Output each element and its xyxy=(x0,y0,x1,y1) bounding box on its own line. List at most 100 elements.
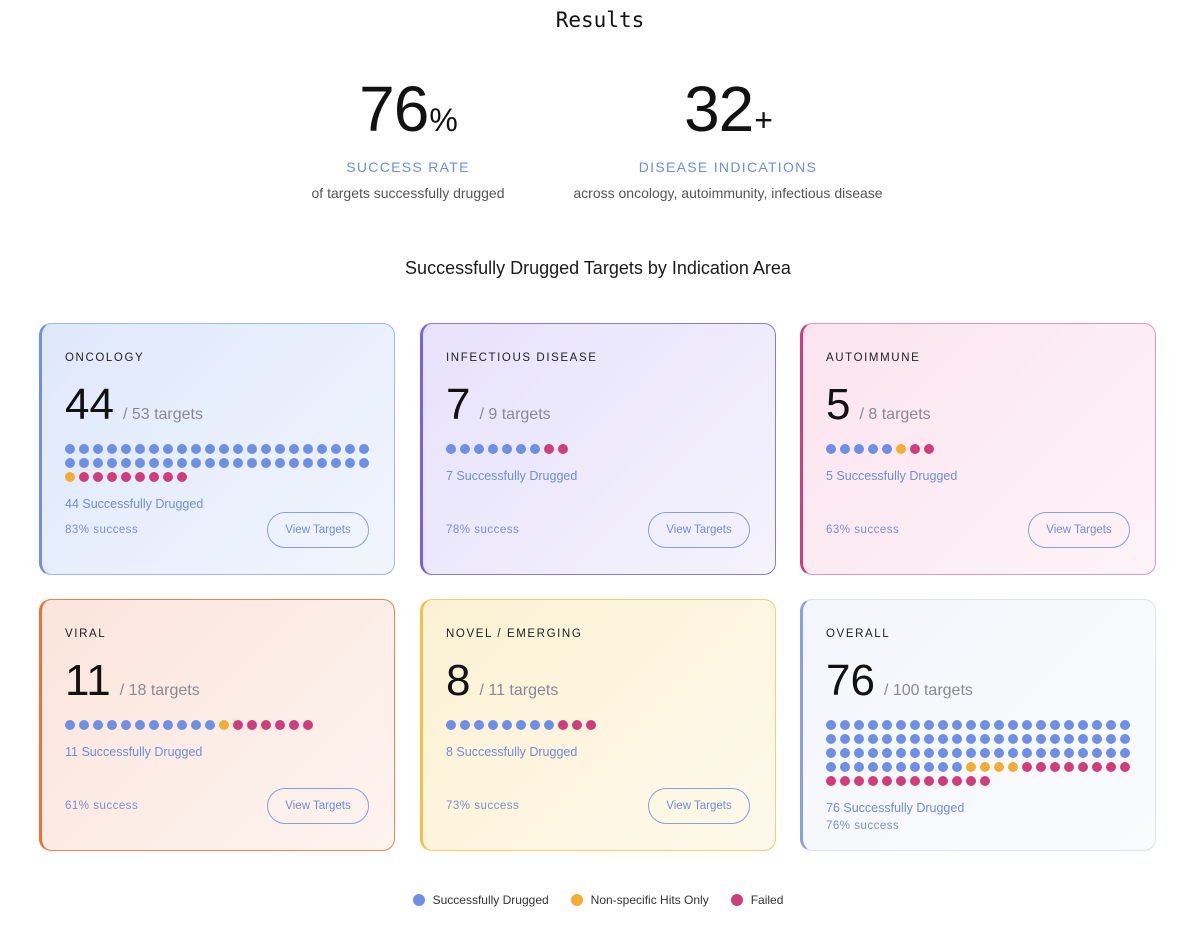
target-dots xyxy=(446,720,756,730)
view-targets-button[interactable]: View Targets xyxy=(267,512,369,548)
success-dot xyxy=(474,720,484,730)
success-dot xyxy=(502,720,512,730)
failed-dot xyxy=(1050,762,1060,772)
failed-dot xyxy=(938,776,948,786)
success-dot xyxy=(980,748,990,758)
success-dot xyxy=(1008,734,1018,744)
success-dot xyxy=(952,762,962,772)
success-dot xyxy=(882,720,892,730)
failed-dot xyxy=(826,776,836,786)
view-targets-button[interactable]: View Targets xyxy=(648,788,750,824)
success-dot xyxy=(233,444,243,454)
success-dot xyxy=(65,444,75,454)
page-title: Results xyxy=(555,8,645,32)
success-dot xyxy=(488,444,498,454)
disease-indications-desc: across oncology, autoimmunity, infectiou… xyxy=(573,185,883,201)
failed-dot xyxy=(1078,762,1088,772)
success-dot xyxy=(107,458,117,468)
success-dot xyxy=(868,444,878,454)
success-dot xyxy=(317,444,327,454)
success-dot xyxy=(952,720,962,730)
success-dot xyxy=(1106,720,1116,730)
legend-item-success: Successfully Drugged xyxy=(412,893,549,907)
view-targets-button[interactable]: View Targets xyxy=(1028,512,1130,548)
success-dot xyxy=(966,748,976,758)
success-dot xyxy=(163,458,173,468)
failed-dot xyxy=(121,472,131,482)
success-dot xyxy=(1120,734,1130,744)
card-oncology: ONCOLOGY 44 / 53 targets 44 Successfully … xyxy=(39,323,395,575)
failed-dot xyxy=(980,776,990,786)
failed-dot xyxy=(261,720,271,730)
success-dot xyxy=(924,734,934,744)
success-rate-desc: of targets successfully drugged xyxy=(311,185,505,201)
card-count: 5 xyxy=(826,380,851,429)
failed-dot xyxy=(275,720,285,730)
card-total: / 53 targets xyxy=(122,406,203,423)
success-dot xyxy=(121,444,131,454)
failed-dot xyxy=(854,776,864,786)
failed-dot xyxy=(586,720,596,730)
success-dot xyxy=(331,458,341,468)
failed-dot xyxy=(149,472,159,482)
success-dot xyxy=(868,720,878,730)
success-dot xyxy=(247,444,257,454)
success-dot xyxy=(205,720,215,730)
success-dot xyxy=(191,458,201,468)
success-dot xyxy=(868,734,878,744)
success-dot xyxy=(966,720,976,730)
success-dot xyxy=(826,720,836,730)
failed-dot xyxy=(840,776,850,786)
success-dot xyxy=(530,720,540,730)
success-dot xyxy=(882,762,892,772)
success-dot xyxy=(938,734,948,744)
success-dot xyxy=(135,444,145,454)
success-dot xyxy=(826,762,836,772)
success-dot xyxy=(854,444,864,454)
view-targets-button[interactable]: View Targets xyxy=(267,788,369,824)
success-dot xyxy=(1008,748,1018,758)
card-success-rate: 76% success xyxy=(826,820,900,832)
success-dot xyxy=(840,444,850,454)
failed-dot xyxy=(1036,762,1046,772)
failed-dot xyxy=(882,776,892,786)
success-dot xyxy=(247,458,257,468)
target-dots xyxy=(826,720,1136,786)
success-dot xyxy=(840,748,850,758)
card-autoimmune: AUTOIMMUNE 5 / 8 targets 5 Successfully D… xyxy=(800,323,1156,575)
success-dot xyxy=(474,444,484,454)
card-success-rate: 73% success xyxy=(446,800,520,812)
success-dot xyxy=(882,748,892,758)
failed-dot xyxy=(1092,762,1102,772)
nonspecific-dot xyxy=(980,762,990,772)
card-drugged-label: 7 Successfully Drugged xyxy=(446,469,578,483)
failed-dot xyxy=(558,444,568,454)
success-dot xyxy=(994,748,1004,758)
card-name: INFECTIOUS DISEASE xyxy=(446,352,598,364)
success-dot xyxy=(359,444,369,454)
success-dot xyxy=(924,748,934,758)
success-dot xyxy=(1008,720,1018,730)
legend-item-nonspecific: Non-specific Hits Only xyxy=(570,893,709,907)
success-dot xyxy=(1120,748,1130,758)
success-dot xyxy=(205,458,215,468)
legend: Successfully Drugged Non-specific Hits O… xyxy=(0,893,1196,907)
card-success-rate: 83% success xyxy=(65,524,139,536)
section-title: Successfully Drugged Targets by Indicati… xyxy=(405,258,791,278)
success-dot xyxy=(1050,748,1060,758)
success-dot xyxy=(1064,748,1074,758)
success-dot xyxy=(65,458,75,468)
failed-dot xyxy=(163,472,173,482)
success-dot xyxy=(544,720,554,730)
success-dot xyxy=(854,720,864,730)
success-dot xyxy=(516,720,526,730)
success-dot xyxy=(924,720,934,730)
legend-item-failed: Failed xyxy=(730,893,783,907)
nonspecific-dot-icon xyxy=(570,894,583,906)
success-dot xyxy=(219,458,229,468)
success-dot xyxy=(1050,734,1060,744)
success-rate-label: SUCCESS RATE xyxy=(346,159,470,175)
success-dot xyxy=(854,762,864,772)
view-targets-button[interactable]: View Targets xyxy=(648,512,750,548)
card-count: 7 xyxy=(446,380,471,429)
